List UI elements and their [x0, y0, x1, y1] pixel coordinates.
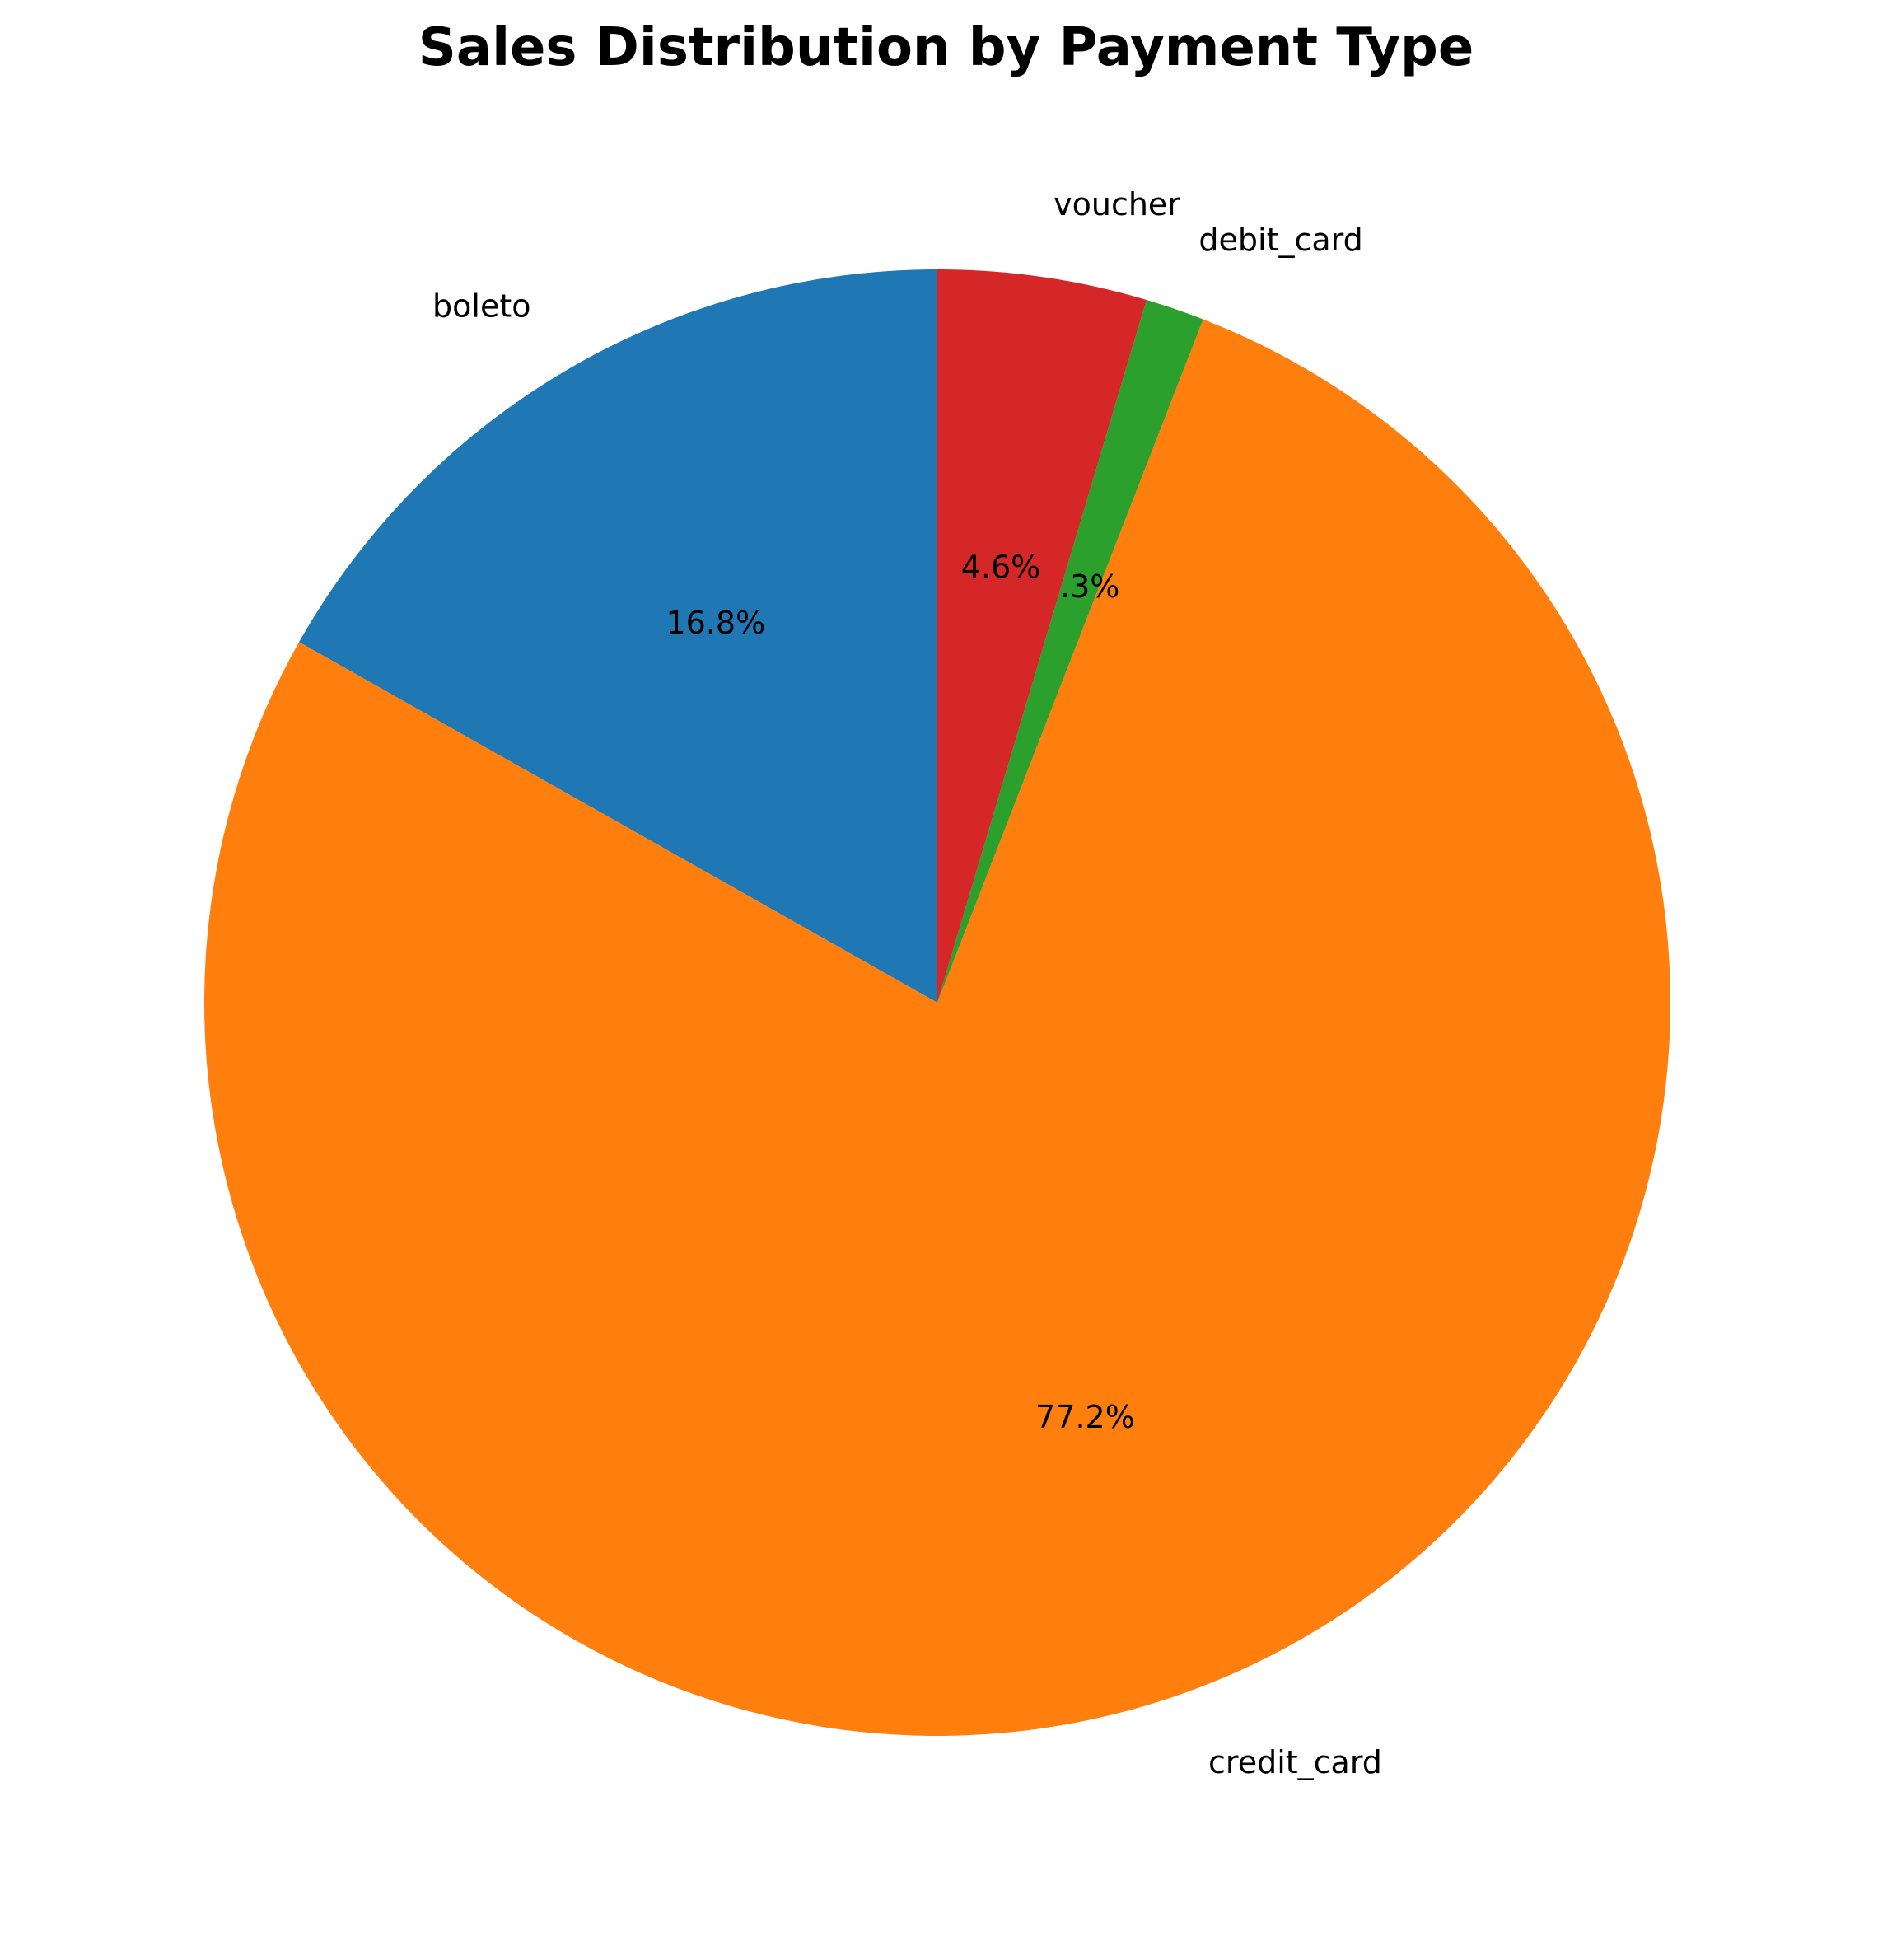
pie-slice-debit-card: [937, 299, 1203, 1003]
pie-value-label-voucher: 4.6%: [961, 550, 1041, 586]
pie-slice-credit-card: [204, 319, 1670, 1736]
pie-category-label-credit-card: credit_card: [1208, 1744, 1382, 1780]
chart-title: Sales Distribution by Payment Type: [418, 17, 1474, 78]
pie-category-label-debit-card: debit_card: [1198, 222, 1362, 258]
pie-category-label-boleto: boleto: [432, 288, 530, 324]
pie-category-label-voucher: voucher: [1053, 186, 1180, 222]
pie-value-label-credit-card: 77.2%: [1035, 1399, 1135, 1435]
pie-slice-voucher: [937, 269, 1147, 1003]
pie-slice-boleto: [299, 269, 938, 1003]
pie-value-label-boleto: 16.8%: [666, 605, 765, 641]
